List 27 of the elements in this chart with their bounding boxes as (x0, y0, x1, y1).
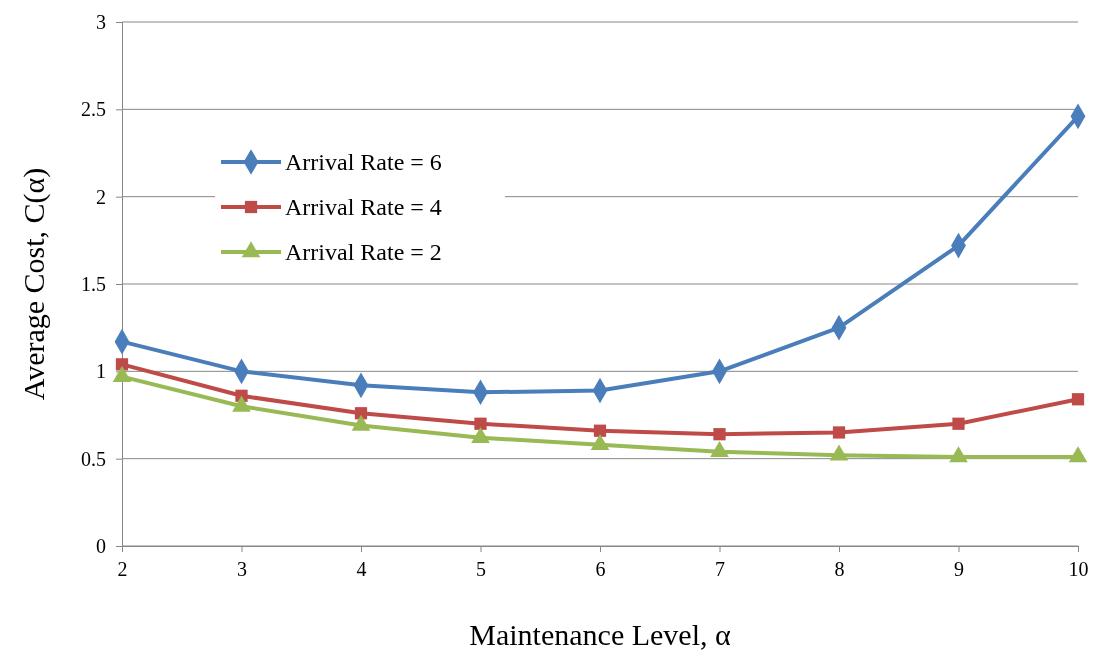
y-axis-title: Average Cost, C(α) (17, 167, 51, 401)
y-tick-label: 2 (96, 185, 106, 208)
y-tick-label: 0 (96, 534, 106, 557)
x-tick-label: 7 (715, 558, 725, 581)
y-tick-label: 1.5 (81, 272, 106, 295)
x-tick-label: 3 (237, 558, 247, 581)
point (593, 424, 607, 437)
point (713, 428, 726, 441)
point (474, 417, 487, 430)
x-tick-label: 5 (476, 558, 486, 581)
x-tick-label: 6 (595, 558, 606, 581)
legend-label: Arrival Rate = 2 (285, 239, 442, 265)
y-tick-label: 2.5 (81, 98, 106, 121)
x-tick-label: 2 (117, 558, 128, 581)
y-tick-label: 0.5 (81, 447, 106, 470)
point (952, 417, 965, 430)
x-tick-label: 4 (356, 558, 367, 581)
x-tick-label: 9 (954, 558, 964, 581)
legend-label: Arrival Rate = 4 (285, 194, 442, 220)
x-axis-title: Maintenance Level, α (469, 618, 731, 651)
x-tick-label: 10 (1068, 558, 1089, 581)
y-tick-label: 3 (96, 10, 106, 33)
point (832, 426, 846, 439)
legend-label: Arrival Rate = 6 (285, 149, 442, 175)
x-tick-label: 8 (834, 558, 845, 581)
y-tick-label: 1 (96, 360, 106, 383)
point (1071, 393, 1085, 406)
